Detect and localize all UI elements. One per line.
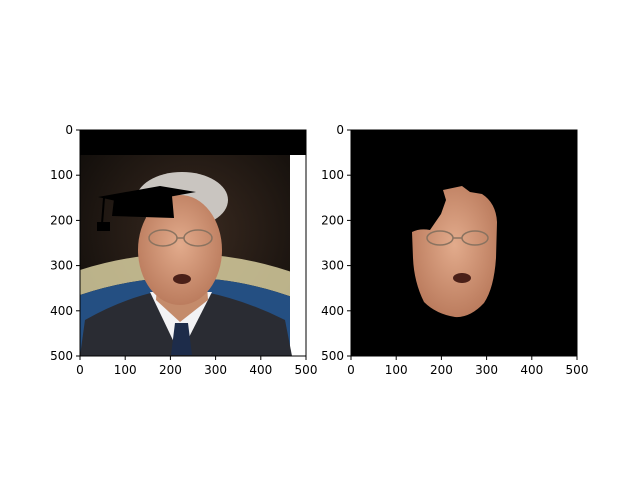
y-tick-label: 300 bbox=[50, 259, 73, 273]
x-tick-label: 0 bbox=[76, 363, 84, 377]
y-tick-label: 0 bbox=[336, 123, 344, 137]
graduation-cap-icon bbox=[97, 186, 196, 231]
segmented-face bbox=[412, 186, 497, 318]
y-tick-label: 100 bbox=[50, 168, 73, 182]
right-axes-frame bbox=[350, 129, 578, 357]
x-tick-label: 100 bbox=[114, 363, 137, 377]
left-image bbox=[80, 130, 306, 356]
y-tick-label: 400 bbox=[50, 304, 73, 318]
glasses bbox=[148, 229, 213, 247]
y-tick-label: 200 bbox=[321, 213, 344, 227]
left-axes-frame bbox=[79, 129, 307, 357]
x-tick-label: 300 bbox=[204, 363, 227, 377]
x-tick-label: 0 bbox=[347, 363, 355, 377]
tie bbox=[171, 323, 192, 355]
x-tick-label: 300 bbox=[475, 363, 498, 377]
x-tick-label: 200 bbox=[430, 363, 453, 377]
y-tick-label: 0 bbox=[65, 123, 73, 137]
segmented-face-mouth bbox=[453, 273, 471, 283]
y-tick-label: 100 bbox=[321, 168, 344, 182]
y-tick-label: 500 bbox=[321, 349, 344, 363]
y-tick-label: 300 bbox=[321, 259, 344, 273]
y-tick-label: 400 bbox=[321, 304, 344, 318]
x-tick-label: 500 bbox=[295, 363, 318, 377]
right-image bbox=[351, 130, 577, 356]
x-tick-label: 200 bbox=[159, 363, 182, 377]
y-tick-label: 200 bbox=[50, 213, 73, 227]
mouth bbox=[173, 274, 191, 284]
segmented-face-glasses bbox=[426, 230, 489, 246]
face bbox=[138, 195, 222, 305]
image-right-edge bbox=[290, 130, 306, 356]
top-black-strip bbox=[80, 130, 306, 155]
x-tick-label: 500 bbox=[566, 363, 589, 377]
x-tick-label: 400 bbox=[249, 363, 272, 377]
x-tick-label: 100 bbox=[385, 363, 408, 377]
x-tick-label: 400 bbox=[520, 363, 543, 377]
y-tick-label: 500 bbox=[50, 349, 73, 363]
